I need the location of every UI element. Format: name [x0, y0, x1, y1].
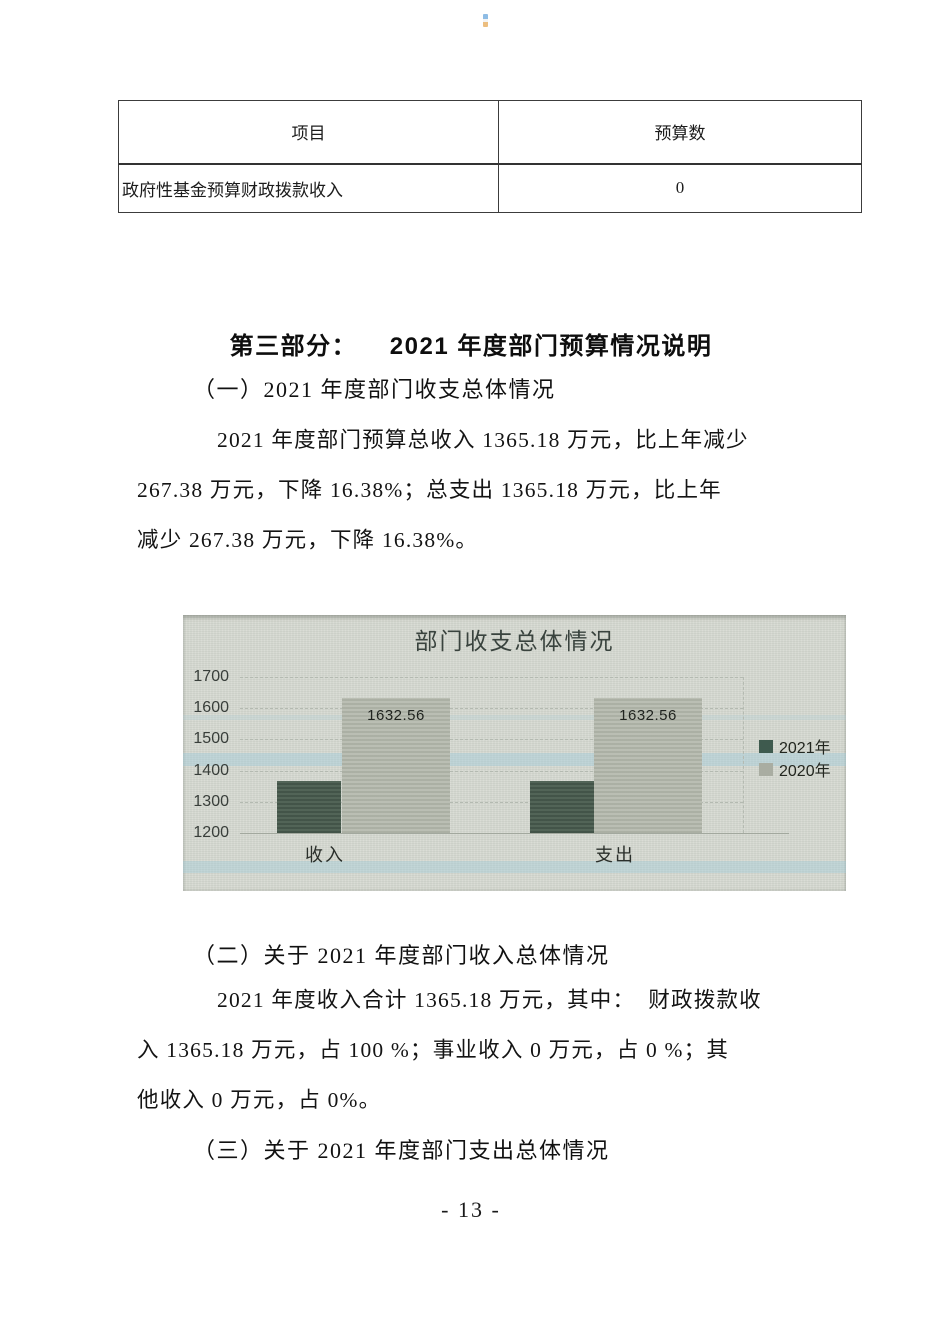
table-cell-budget: 0	[498, 163, 862, 213]
legend-item-2021年: 2021年	[759, 734, 831, 758]
category-label-收入: 收入	[305, 845, 345, 865]
bar-2020年-收入	[342, 698, 450, 833]
gridline	[240, 801, 743, 803]
legend-swatch-icon	[759, 739, 773, 753]
budget-bar-chart: 部门收支总体情况 1200 1300 1400 1500 1600 1700 1632.56…	[183, 615, 846, 891]
y-axis-tick-label: 1300	[193, 792, 229, 810]
paragraph-line: 267.38 万元，下降 16.38%；总支出 1365.18 万元，比上年	[137, 478, 722, 502]
bar-2020年-支出	[594, 698, 702, 833]
category-label-支出: 支出	[595, 845, 635, 865]
subsection-heading-1: （一）2021 年度部门收支总体情况	[193, 377, 556, 402]
table-row: 政府性基金预算财政拨款收入 0	[118, 163, 862, 213]
paragraph-income: 2021 年度收入合计 1365.18 万元，其中： 财政拨款收 入 1365.…	[137, 980, 861, 1130]
bar-data-label: 1632.56	[367, 707, 425, 725]
legend-swatch-icon	[759, 762, 773, 776]
subsection-heading-2: （二）关于 2021 年度部门收入总体情况	[193, 943, 610, 968]
chart-title: 部门收支总体情况	[414, 628, 615, 654]
y-axis-tick-label: 1600	[193, 699, 229, 717]
gridline	[240, 708, 743, 710]
gridline	[240, 770, 743, 772]
bar-data-label: 1632.56	[619, 707, 677, 725]
y-axis-tick-label: 1700	[193, 668, 229, 685]
plot-right-border	[743, 677, 744, 833]
legend-label: 2021年	[779, 740, 831, 757]
y-axis-tick-label: 1200	[193, 824, 229, 841]
scan-artifact-band	[183, 753, 846, 766]
page-number: - 13 -	[441, 1197, 501, 1222]
y-axis-tick-label: 1400	[193, 761, 229, 779]
legend-label: 2020年	[779, 763, 831, 780]
table-header-budget: 预算数	[498, 100, 862, 165]
budget-table: 项目 预算数 政府性基金预算财政拨款收入 0	[118, 100, 862, 213]
bar-2021年-收入	[277, 781, 341, 833]
legend-item-2020年: 2020年	[759, 757, 831, 781]
scan-artifact-dot	[483, 14, 488, 27]
paragraph-overview: 2021 年度部门预算总收入 1365.18 万元，比上年减少 267.38 万…	[137, 420, 861, 570]
scan-artifact-band	[183, 861, 846, 873]
x-axis-line	[240, 833, 789, 834]
paragraph-line: 2021 年度部门预算总收入 1365.18 万元，比上年减少	[217, 428, 749, 452]
gridline	[240, 739, 743, 741]
paragraph-line: 减少 267.38 万元，下降 16.38%。	[137, 528, 479, 552]
bar-2021年-支出	[530, 781, 594, 833]
y-axis-tick-label: 1500	[193, 730, 229, 748]
subsection-heading-3: （三）关于 2021 年度部门支出总体情况	[193, 1138, 610, 1163]
paragraph-line: 2021 年度收入合计 1365.18 万元，其中： 财政拨款收	[217, 988, 762, 1012]
table-cell-item: 政府性基金预算财政拨款收入	[118, 163, 499, 213]
table-header-item: 项目	[118, 100, 499, 165]
section-heading-part3: 第三部分： 2021 年度部门预算情况说明	[229, 333, 713, 360]
scan-artifact-band	[183, 715, 846, 720]
paragraph-line: 他收入 0 万元，占 0%。	[137, 1088, 382, 1112]
paragraph-line: 入 1365.18 万元，占 100 %；事业收入 0 万元，占 0 %；其	[137, 1038, 730, 1062]
table-header-row: 项目 预算数	[118, 100, 862, 165]
gridline	[240, 677, 743, 678]
